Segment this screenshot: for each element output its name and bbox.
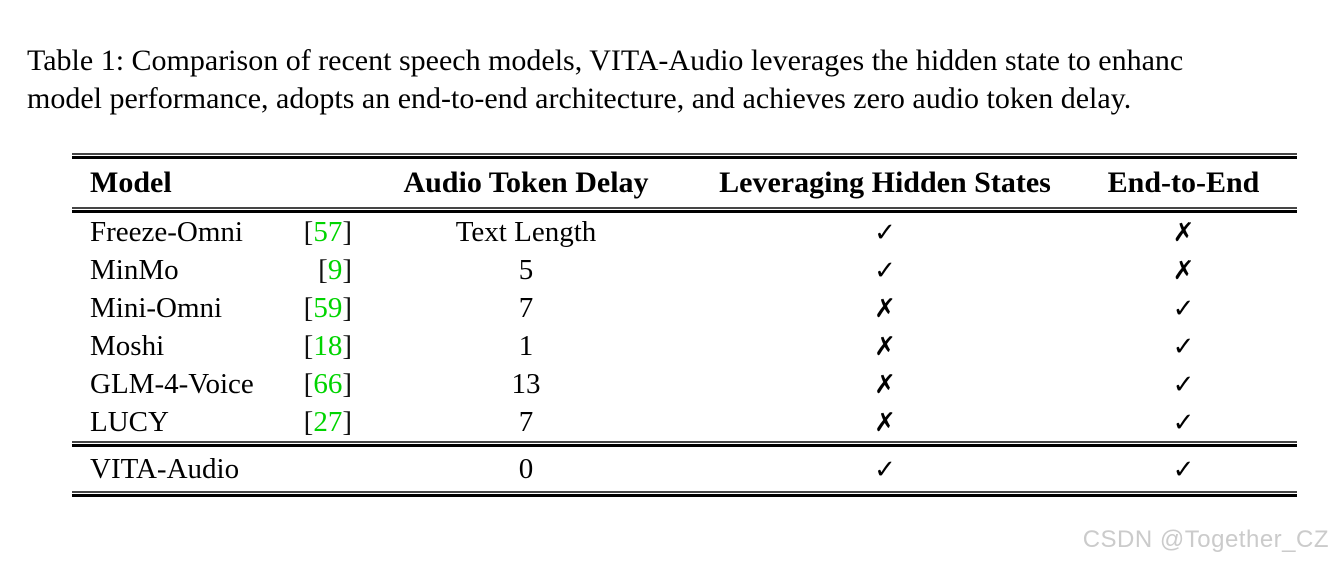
top-rule [72,153,1297,159]
audio-token-delay-value: 5 [518,253,534,286]
table-row-vita-audio: VITA-Audio 0 ✓ ✓ [72,447,1297,491]
end-to-end-symbol: ✓ [1172,407,1195,438]
table-row: Moshi [18] 1 ✗ ✓ [72,327,1297,365]
citation: [66] [303,367,352,400]
model-name: Freeze-Omni [90,215,243,248]
hidden-states-symbol: ✓ [874,255,896,286]
model-name: GLM-4-Voice [90,367,254,400]
audio-token-delay-value: 7 [518,291,534,324]
mid-rule-row [72,441,1297,447]
caption-line-2: model performance, adopts an end-to-end … [27,82,1132,115]
hidden-states-symbol: ✗ [874,407,896,438]
comparison-table-area: Model Audio Token Delay Leveraging Hidde… [72,153,1297,497]
table-caption: Table 1: Comparison of recent speech mod… [27,42,1330,118]
header-rule-row [72,207,1297,213]
hidden-states-symbol: ✗ [874,369,896,400]
header-end-to-end: End-to-End [1107,166,1260,199]
audio-token-delay-value: 7 [518,405,534,438]
citation-number: 57 [313,215,343,248]
model-name: Mini-Omni [90,291,223,324]
citation: [59] [303,291,352,324]
table-row: GLM-4-Voice [66] 13 ✗ ✓ [72,365,1297,403]
end-to-end-symbol: ✗ [1172,255,1195,286]
end-to-end-symbol: ✓ [1172,369,1195,400]
csdn-watermark: CSDN @Together_CZ [1082,526,1329,553]
model-name: LUCY [90,405,169,438]
table-row: Mini-Omni [59] 7 ✗ ✓ [72,289,1297,327]
audio-token-delay-value: Text Length [455,215,597,248]
end-to-end-symbol: ✓ [1172,293,1195,324]
mid-rule [72,441,1297,447]
bottom-rule-row [72,491,1297,497]
hidden-states-symbol: ✓ [874,217,896,248]
top-rule-row [72,153,1297,159]
end-to-end-symbol: ✓ [1172,331,1195,362]
table-row: LUCY [27] 7 ✗ ✓ [72,403,1297,441]
hidden-states-symbol: ✓ [874,454,896,485]
audio-token-delay-value: 0 [518,452,534,485]
header-row: Model Audio Token Delay Leveraging Hidde… [72,159,1297,207]
end-to-end-symbol: ✗ [1172,217,1195,248]
citation-number: 27 [313,405,343,438]
model-name: VITA-Audio [90,452,240,485]
citation: [9] [318,253,352,286]
citation-number: 18 [313,329,343,362]
model-name: MinMo [90,253,179,286]
hidden-states-symbol: ✗ [874,331,896,362]
caption-line-1: Table 1: Comparison of recent speech mod… [27,44,1184,77]
citation-number: 9 [327,253,343,286]
audio-token-delay-value: 13 [511,367,541,400]
comparison-table: Model Audio Token Delay Leveraging Hidde… [72,153,1297,497]
table-row: MinMo [9] 5 ✓ ✗ [72,251,1297,289]
bottom-rule [72,491,1297,497]
header-audio-token-delay: Audio Token Delay [403,166,649,199]
hidden-states-symbol: ✗ [874,293,896,324]
header-model: Model [90,166,172,199]
header-rule [72,207,1297,213]
citation: [57] [303,215,352,248]
end-to-end-symbol: ✓ [1172,454,1195,485]
citation: [27] [303,405,352,438]
citation: [18] [303,329,352,362]
header-leveraging-hidden-states: Leveraging Hidden States [719,166,1051,199]
citation-number: 66 [313,367,343,400]
audio-token-delay-value: 1 [518,329,534,362]
model-name: Moshi [90,329,165,362]
table-row: Freeze-Omni [57] Text Length ✓ ✗ [72,213,1297,251]
citation-number: 59 [313,291,343,324]
